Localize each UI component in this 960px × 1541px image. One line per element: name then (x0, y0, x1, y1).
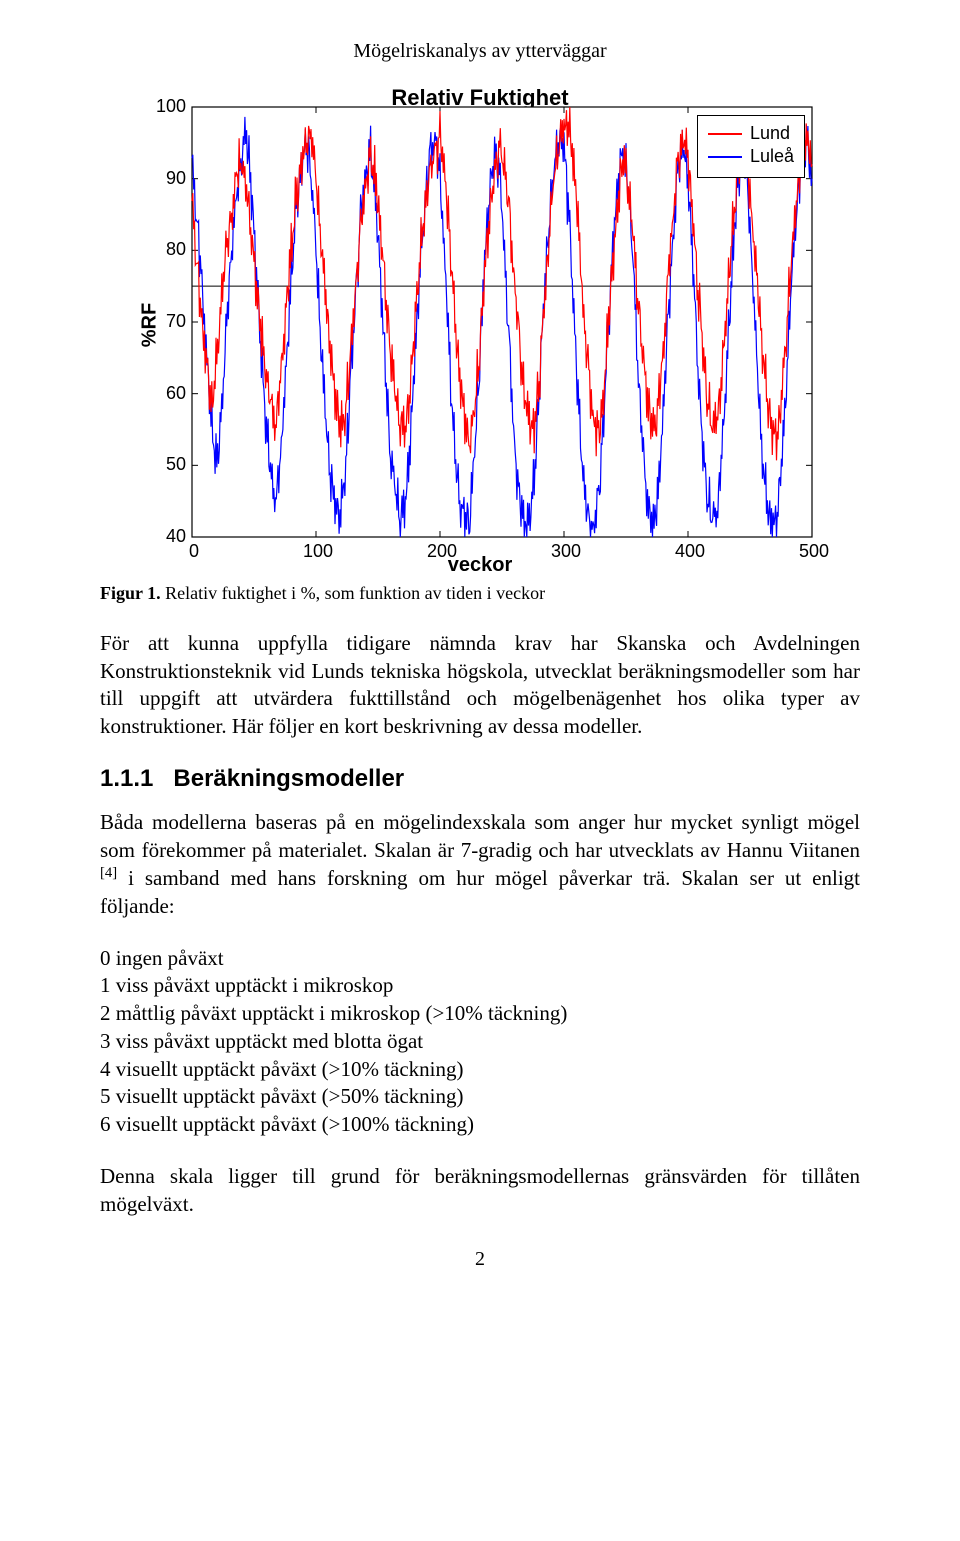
ytick-label: 100 (144, 96, 186, 117)
legend-swatch (708, 133, 742, 135)
paragraph-intro: För att kunna uppfylla tidigare nämnda k… (100, 630, 860, 741)
paragraph-conclusion: Denna skala ligger till grund för beräkn… (100, 1163, 860, 1218)
para2-b: i samband med hans forskning om hur möge… (100, 866, 860, 918)
legend-swatch (708, 156, 742, 158)
ytick-label: 50 (144, 454, 186, 475)
scale-item: 6 visuellt upptäckt påväxt (>100% täckni… (100, 1111, 860, 1139)
ytick-label: 70 (144, 311, 186, 332)
scale-item: 2 måttlig påväxt upptäckt i mikroskop (>… (100, 1000, 860, 1028)
scale-item: 3 viss påväxt upptäckt med blotta ögat (100, 1028, 860, 1056)
section-number: 1.1.1 (100, 765, 153, 792)
scale-item: 5 visuellt upptäckt påväxt (>50% täcknin… (100, 1083, 860, 1111)
section-title: Beräkningsmodeller (173, 765, 404, 792)
legend-label: Lund (750, 122, 790, 145)
ytick-label: 90 (144, 168, 186, 189)
page: Mögelriskanalys av ytterväggar Relativ F… (0, 0, 960, 1331)
figure-caption: Figur 1. Relativ fuktighet i %, som funk… (100, 583, 860, 604)
section-heading: 1.1.1 Beräkningsmodeller (100, 765, 860, 793)
legend-entry: Lund (708, 122, 794, 145)
chart-legend: Lund Luleå (697, 115, 805, 178)
scale-item: 1 viss påväxt upptäckt i mikroskop (100, 972, 860, 1000)
ytick-label: 80 (144, 239, 186, 260)
humidity-chart: Relativ Fuktighet %RF 405060708090100 01… (120, 75, 840, 575)
legend-label: Luleå (750, 145, 794, 168)
running-head: Mögelriskanalys av ytterväggar (100, 40, 860, 63)
scale-item: 4 visuellt upptäckt påväxt (>10% täcknin… (100, 1056, 860, 1084)
chart-xlabel: veckor (120, 554, 840, 577)
legend-entry: Luleå (708, 145, 794, 168)
paragraph-models: Båda modellerna baseras på en mögelindex… (100, 809, 860, 921)
citation-ref: [4] (100, 865, 117, 881)
page-number: 2 (100, 1248, 860, 1271)
figure-label: Figur 1. (100, 583, 161, 603)
scale-item: 0 ingen påväxt (100, 945, 860, 973)
scale-list: 0 ingen påväxt1 viss påväxt upptäckt i m… (100, 945, 860, 1139)
para2-a: Båda modellerna baseras på en mögelindex… (100, 810, 860, 862)
ytick-label: 60 (144, 383, 186, 404)
figure-caption-text: Relativ fuktighet i %, som funktion av t… (165, 583, 545, 603)
